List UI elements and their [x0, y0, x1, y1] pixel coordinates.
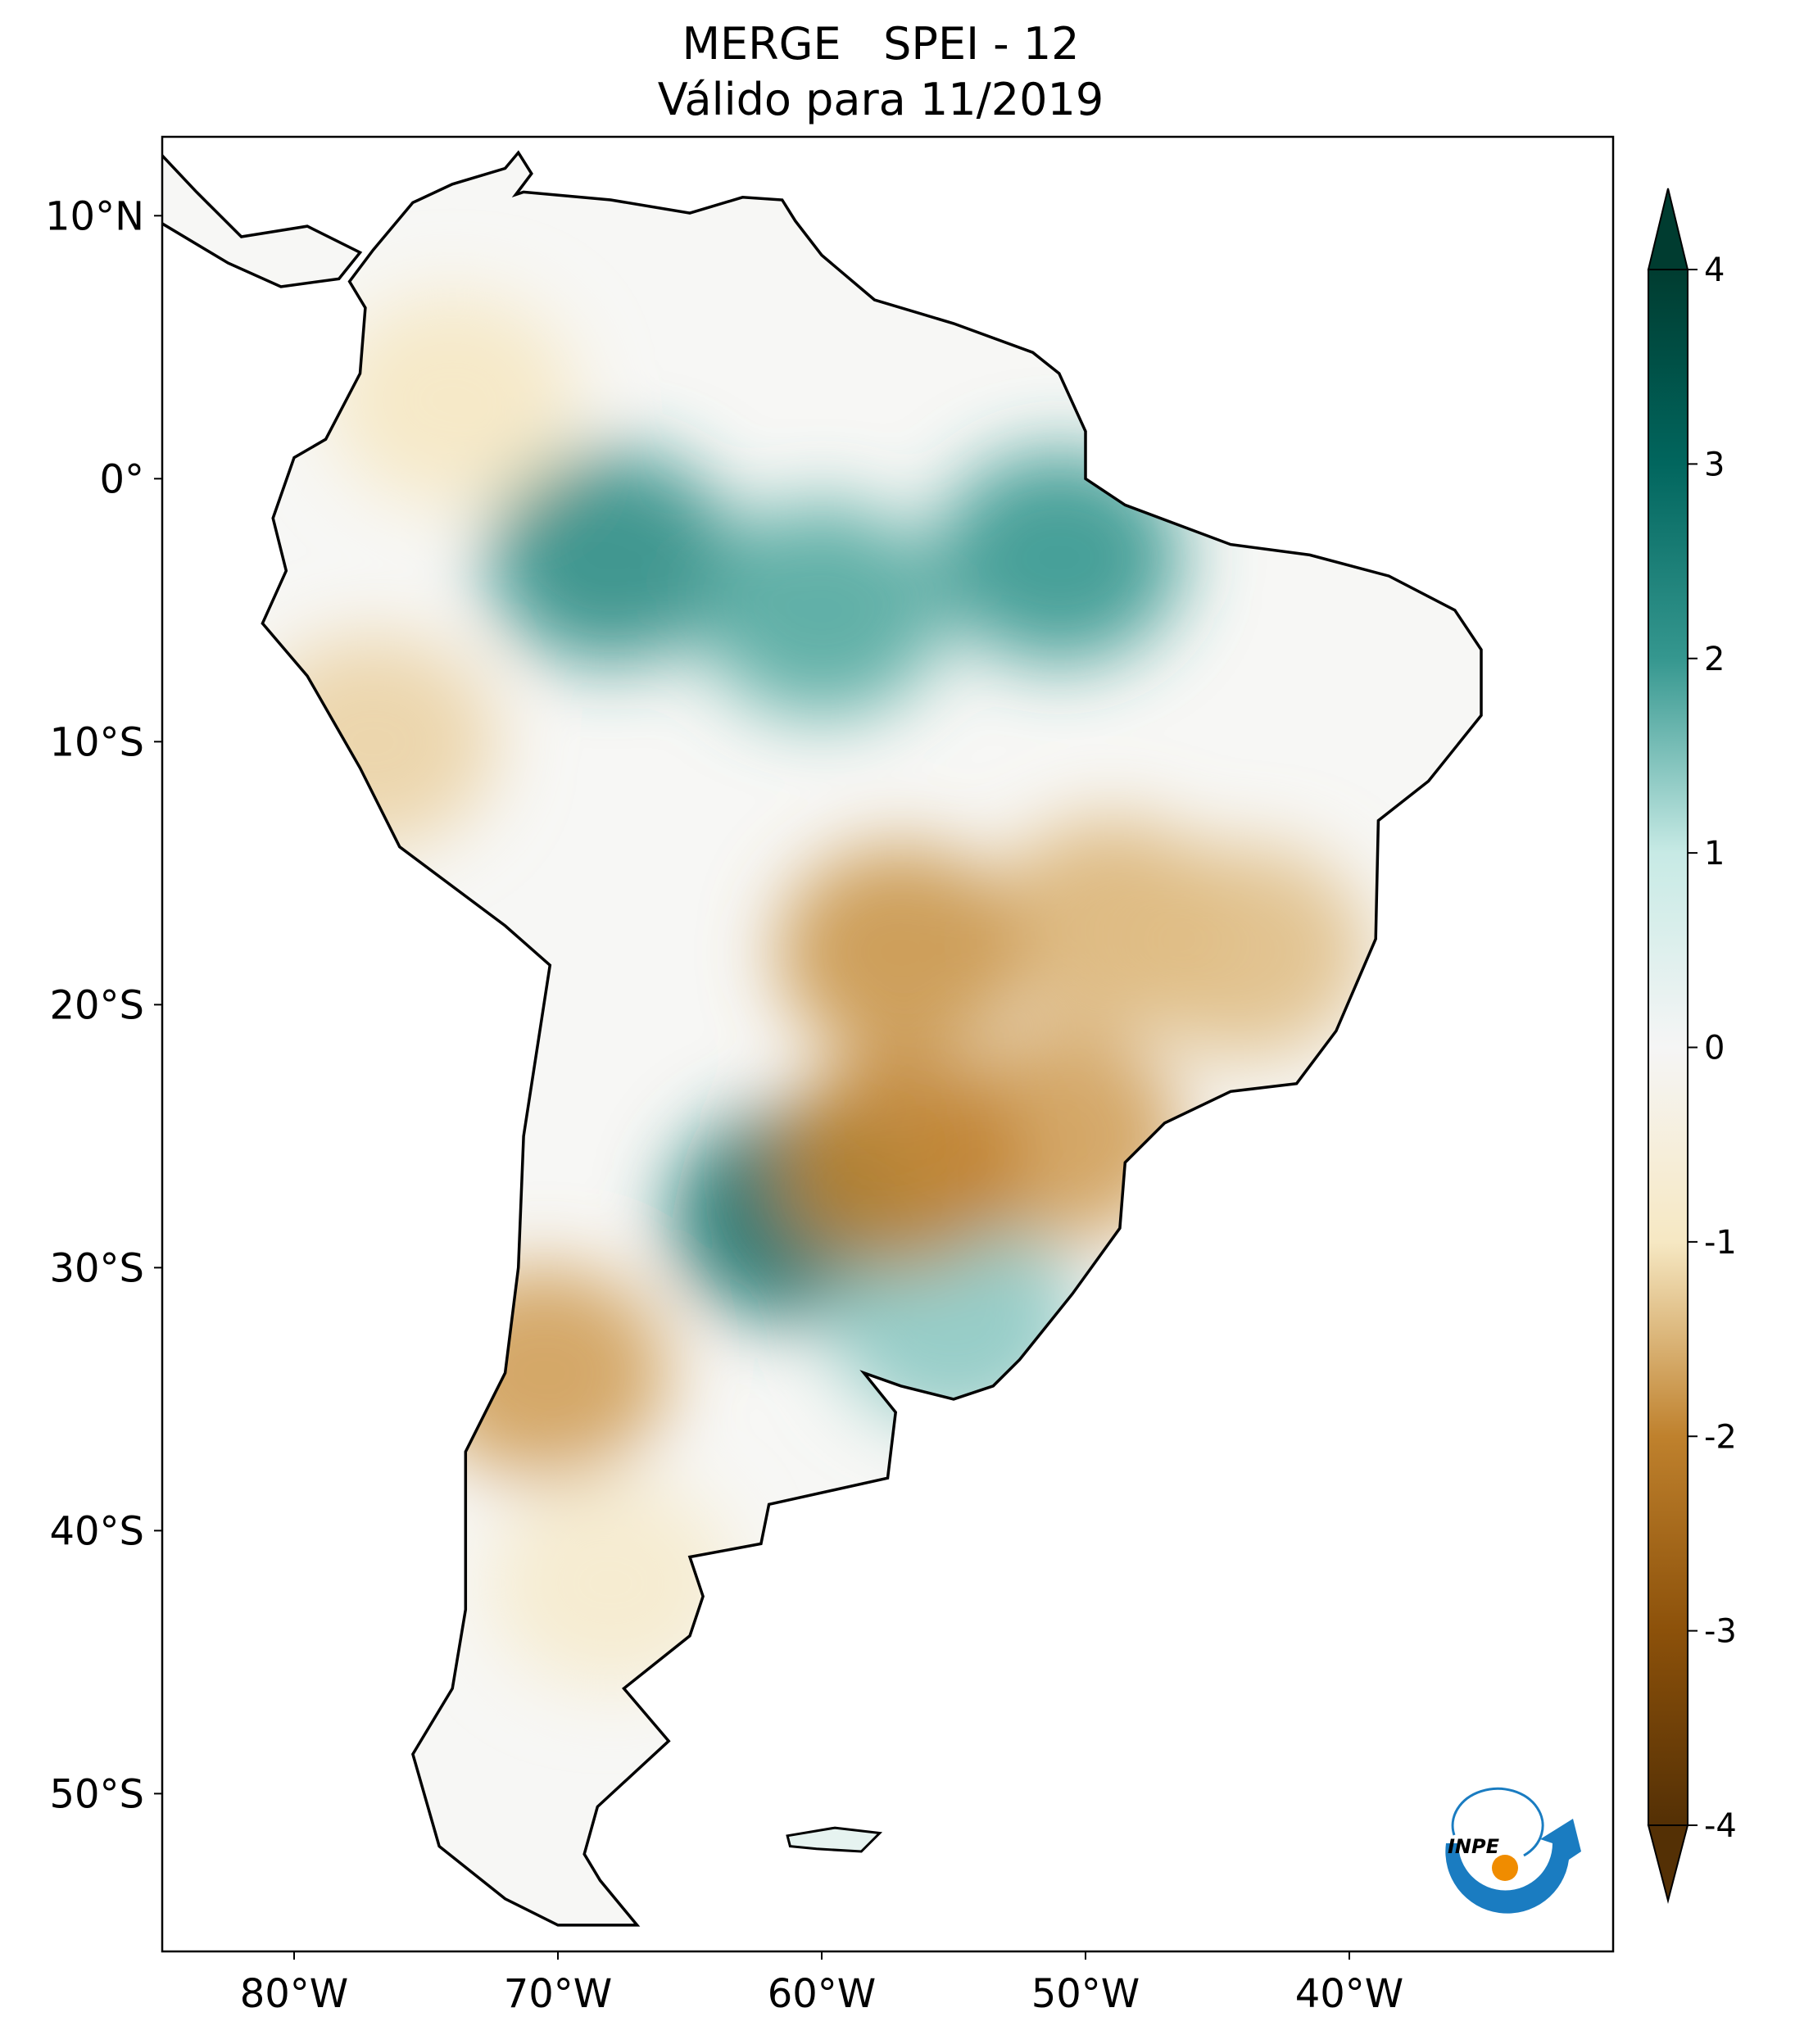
- spei-region: [777, 1055, 1024, 1269]
- logo-orbit: [1451, 1787, 1544, 1857]
- colorbar: 4 3 2 1 0 -1 -2 -3 -4: [1647, 188, 1737, 1904]
- y-tick-label: 30°S: [49, 1245, 144, 1291]
- x-tick-label: 70°W: [504, 1971, 613, 2017]
- coastline: [261, 150, 1483, 1927]
- spei-region: [487, 1476, 734, 1690]
- title-line1: MERGE SPEI - 12: [682, 18, 1079, 70]
- y-tick-label: 40°S: [49, 1508, 144, 1554]
- spei-region: [1121, 845, 1367, 1059]
- central-america-coastline: [162, 153, 363, 288]
- colorbar-tick-label: 3: [1704, 446, 1725, 483]
- spei-region: [262, 635, 496, 849]
- longitude-axis: 80°W 70°W 60°W 50°W 40°W: [240, 1951, 1404, 2017]
- spei-region: [936, 451, 1182, 664]
- falkland-islands: [786, 1826, 883, 1853]
- y-tick-label: 20°S: [49, 982, 144, 1028]
- spei-region: [699, 503, 945, 717]
- spei-region: [421, 1266, 668, 1480]
- colorbar-tick-label: 1: [1704, 835, 1725, 872]
- logo-dot: [1492, 1855, 1518, 1881]
- map-area: [162, 150, 1483, 1927]
- spei-region: [487, 451, 734, 664]
- colorbar-tick-label: 0: [1704, 1030, 1725, 1067]
- spei-region: [777, 845, 1024, 1059]
- x-tick-label: 40°W: [1295, 1971, 1404, 2017]
- inpe-logo: INPE: [1445, 1787, 1581, 1914]
- latitude-axis: 10°N 0° 10°S 20°S 30°S 40°S 50°S: [45, 193, 162, 1817]
- y-tick-label: 0°: [99, 456, 144, 502]
- colorbar-tick-label: -4: [1704, 1807, 1737, 1845]
- x-tick-label: 50°W: [1031, 1971, 1140, 2017]
- colorbar-tick-label: -2: [1704, 1418, 1737, 1456]
- y-tick-label: 10°S: [49, 719, 144, 765]
- colorbar-tick-label: 2: [1704, 641, 1725, 678]
- y-tick-label: 50°S: [49, 1771, 144, 1817]
- logo-arc: [1445, 1819, 1581, 1914]
- x-tick-label: 60°W: [768, 1971, 877, 2017]
- title-line2: Válido para 11/2019: [658, 74, 1104, 125]
- colorbar-extend-min: [1647, 1824, 1689, 1904]
- map-frame: [161, 135, 1615, 1953]
- logo-text: INPE: [1448, 1835, 1500, 1858]
- colorbar-tick-label: -1: [1704, 1224, 1737, 1262]
- colorbar-body: [1648, 269, 1688, 1826]
- y-tick-label: 10°N: [45, 193, 144, 239]
- x-tick-label: 80°W: [240, 1971, 349, 2017]
- colorbar-extend-max: [1647, 188, 1689, 270]
- colorbar-tick-label: -3: [1704, 1613, 1737, 1651]
- colorbar-tick-label: 4: [1704, 252, 1725, 289]
- spei-field: [262, 152, 1481, 1925]
- spei-region: [329, 293, 576, 507]
